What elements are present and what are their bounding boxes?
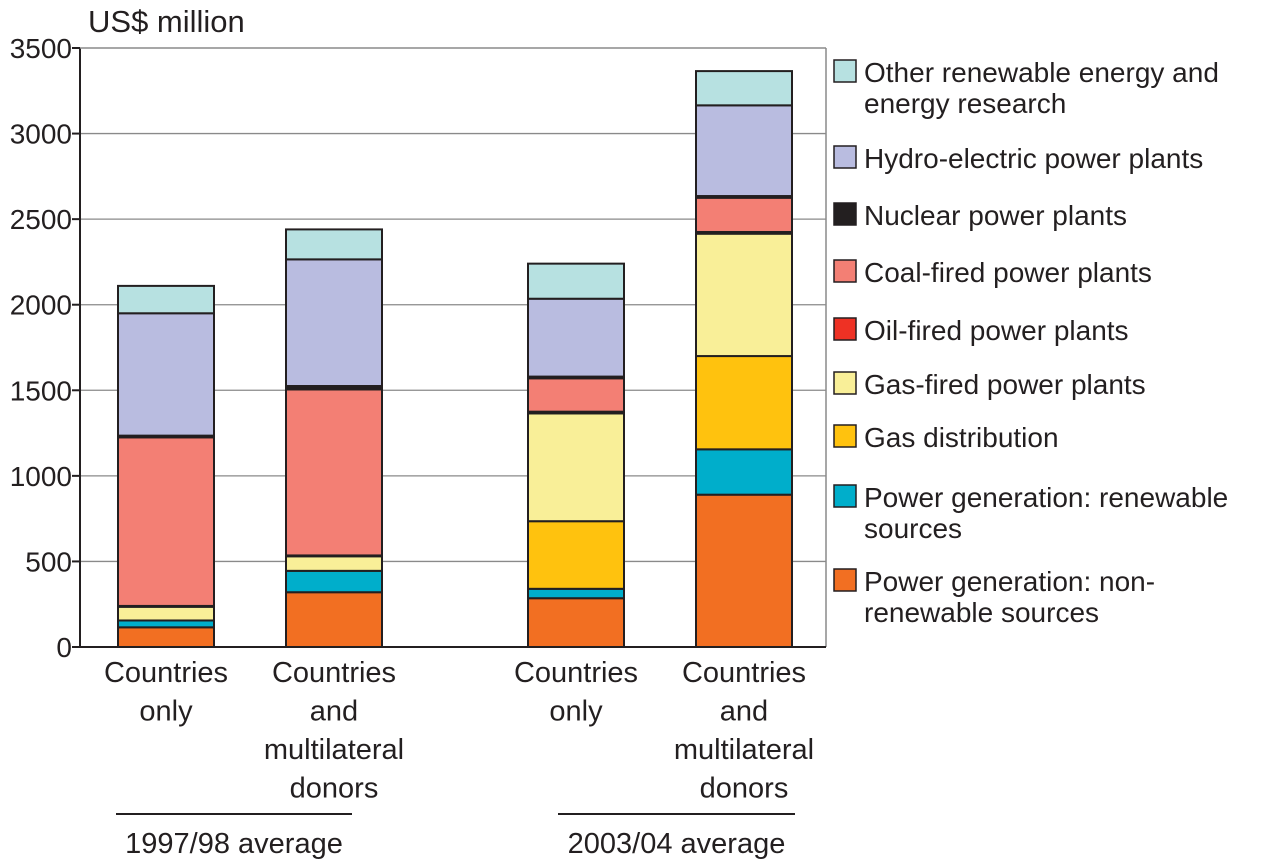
- legend-swatch: [833, 424, 857, 448]
- bar-segment: [285, 388, 383, 557]
- legend-swatch: [833, 371, 857, 395]
- bar-segment: [695, 448, 793, 496]
- bar-segment: [285, 555, 383, 572]
- x-category-label: Countries only: [514, 657, 638, 728]
- y-tick-label: 500: [25, 546, 72, 577]
- bar-segment: [695, 196, 793, 233]
- bar-segment: [527, 377, 625, 413]
- y-tick-label: 2000: [10, 290, 72, 321]
- legend-label: Nuclear power plants: [864, 200, 1127, 231]
- legend-label: Power generation: renewable sources: [864, 482, 1228, 544]
- x-category-label: Countries and multilateral donors: [674, 657, 814, 805]
- y-tick-label: 1000: [10, 461, 72, 492]
- x-axis-category-labels: Countries only Countries and multilateral don…: [104, 657, 814, 805]
- bar-segment: [117, 436, 215, 607]
- legend-swatch: [833, 59, 857, 83]
- legend-swatch: [833, 568, 857, 592]
- bar-segment: [285, 258, 383, 388]
- bar-segment: [117, 626, 215, 648]
- bar-segment: [695, 104, 793, 198]
- y-tick-label: 0: [56, 632, 72, 663]
- x-category-label: Countries only: [104, 657, 228, 728]
- bar-segment: [527, 520, 625, 590]
- y-axis-label: US$ million: [88, 4, 245, 39]
- axes: [79, 47, 827, 648]
- bar-segment: [527, 587, 625, 600]
- bar-segment: [695, 70, 793, 107]
- legend-swatch: [833, 145, 857, 169]
- bar-segment: [695, 493, 793, 648]
- bar-segment: [527, 597, 625, 649]
- bar-segment: [527, 412, 625, 523]
- bar-segment: [527, 297, 625, 378]
- x-category-label: Countries and multilateral donors: [264, 657, 404, 805]
- bar-segment: [285, 228, 383, 261]
- legend-swatch: [833, 484, 857, 508]
- legend-label: Hydro-electric power plants: [864, 143, 1203, 174]
- bars: [117, 70, 793, 649]
- bar-segment: [695, 355, 793, 451]
- group-label: 1997/98 average: [125, 828, 343, 860]
- bar-segment: [285, 591, 383, 649]
- y-tick-label: 3000: [10, 119, 72, 150]
- y-axis-ticks: 0 500 1000 1500 2000 2500 3000 3500: [10, 33, 80, 663]
- legend-label: Power generation: non-renewable sources: [864, 566, 1155, 628]
- group-label: 2003/04 average: [568, 828, 786, 860]
- bar-segment: [117, 284, 215, 315]
- legend-swatch: [833, 259, 857, 283]
- y-tick-label: 3500: [10, 33, 72, 64]
- y-tick-label: 2500: [10, 204, 72, 235]
- legend-label: Gas-fired power plants: [864, 369, 1146, 400]
- legend-swatch: [833, 317, 857, 341]
- legend: Other renewable energy and energy researc…: [833, 57, 1228, 628]
- legend-label: Gas distribution: [864, 422, 1059, 453]
- bar-segment: [527, 262, 625, 300]
- bar-segment: [117, 619, 215, 629]
- group-labels: 1997/98 average 2003/04 average: [116, 813, 795, 860]
- legend-label: Oil-fired power plants: [864, 315, 1129, 346]
- legend-label: Coal-fired power plants: [864, 257, 1152, 288]
- bar-segment: [695, 232, 793, 358]
- legend-swatch: [833, 202, 857, 226]
- y-tick-label: 1500: [10, 375, 72, 406]
- legend-label: Other renewable energy and energy researc…: [864, 57, 1219, 119]
- bar-segment: [285, 569, 383, 594]
- bar-segment: [117, 312, 215, 437]
- bar-segment: [117, 605, 215, 622]
